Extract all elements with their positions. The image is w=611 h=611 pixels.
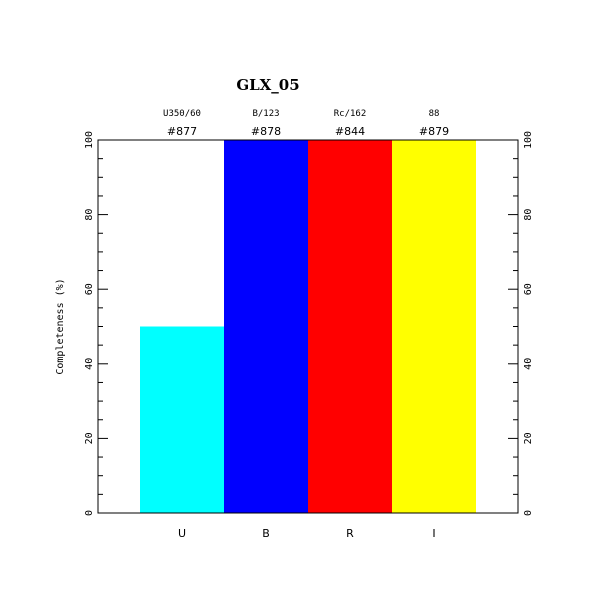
axes-group: U U350/60 #877 B B/123 #878 R Rc/162 #844 I 88 #879… — [84, 109, 534, 540]
bars-group — [140, 140, 476, 513]
id-label-u: #877 — [167, 125, 197, 138]
y-tick-label-right: 0 — [523, 510, 534, 516]
filter-label-i: 88 — [429, 109, 440, 119]
filter-label-u: U350/60 — [163, 109, 201, 119]
bar-b — [224, 140, 308, 513]
y-tick-label-left: 60 — [84, 283, 95, 295]
id-label-r: #844 — [335, 125, 365, 138]
x-tick-label-u: U — [178, 527, 186, 540]
x-tick-label-r: R — [346, 527, 354, 540]
chart-title: GLX_05 — [236, 76, 299, 94]
id-label-b: #878 — [251, 125, 281, 138]
y-tick-label-right: 60 — [523, 283, 534, 295]
y-tick-label-left: 100 — [84, 131, 95, 149]
x-tick-label-b: B — [262, 527, 270, 540]
y-tick-label-left: 80 — [84, 209, 95, 221]
id-label-i: #879 — [419, 125, 449, 138]
bar-i — [392, 140, 476, 513]
y-tick-label-right: 40 — [523, 358, 534, 370]
filter-label-r: Rc/162 — [334, 109, 367, 119]
filter-label-b: B/123 — [252, 109, 279, 119]
bar-r — [308, 140, 392, 513]
y-tick-label-left: 20 — [84, 432, 95, 444]
y-axis-label: Completeness (%) — [55, 278, 66, 374]
y-tick-label-right: 20 — [523, 432, 534, 444]
bar-u — [140, 326, 224, 513]
y-tick-label-right: 80 — [523, 209, 534, 221]
y-tick-label-left: 0 — [84, 510, 95, 516]
y-tick-label-right: 100 — [523, 131, 534, 149]
y-tick-label-left: 40 — [84, 358, 95, 370]
x-tick-label-i: I — [432, 527, 435, 540]
